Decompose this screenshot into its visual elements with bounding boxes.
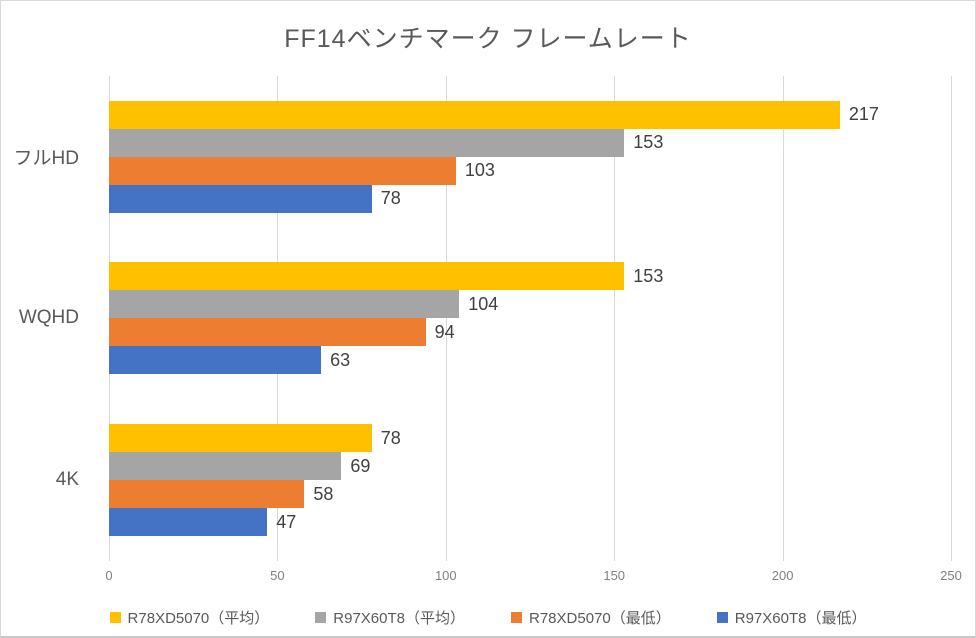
category-cell: フルHD xyxy=(1,76,97,238)
legend-label: R78XD5070（最低） xyxy=(529,610,671,627)
legend-label: R97X60T8（最低） xyxy=(734,610,867,627)
gridline xyxy=(445,76,447,561)
bar-value-label: 217 xyxy=(848,104,879,125)
bar-row: 69 xyxy=(109,452,951,481)
bar-row: 153 xyxy=(109,262,951,291)
bar-value-label: 78 xyxy=(380,427,401,448)
legend-swatch-icon xyxy=(315,612,327,623)
bar xyxy=(109,346,322,375)
bar-value-label: 58 xyxy=(313,483,334,504)
legend-swatch-icon xyxy=(511,612,522,623)
bar-value-label: 63 xyxy=(330,349,351,370)
bar xyxy=(109,100,840,129)
bar-row: 58 xyxy=(109,480,951,509)
bar-group: 153 104 94 63 xyxy=(109,238,951,400)
legend-swatch-icon xyxy=(109,612,121,623)
bar-value-label: 153 xyxy=(633,265,664,286)
bar xyxy=(109,156,456,185)
bar xyxy=(109,262,625,291)
category-label: フルHD xyxy=(13,148,79,170)
category-cell: WQHD xyxy=(1,238,97,400)
legend-item: R78XD5070（平均） xyxy=(109,607,270,628)
plot-area: 217 153 103 78 153 104 94 63 78 69 58 47 xyxy=(109,76,952,561)
bar xyxy=(109,424,372,453)
bar-value-label: 69 xyxy=(350,455,371,476)
x-tick-label: 200 xyxy=(771,568,794,583)
x-tick-label: 250 xyxy=(940,568,962,583)
bar xyxy=(109,184,372,213)
bar-value-label: 47 xyxy=(276,511,297,532)
legend-item: R78XD5070（最低） xyxy=(511,607,671,628)
bar xyxy=(109,508,268,537)
bar-value-label: 94 xyxy=(434,321,455,342)
bar xyxy=(109,128,625,157)
x-tick-label: 100 xyxy=(434,568,457,583)
bar-group: 217 153 103 78 xyxy=(109,76,951,238)
legend-item: R97X60T8（平均） xyxy=(315,607,465,628)
bar xyxy=(109,290,460,319)
category-label: 4K xyxy=(55,469,79,491)
gridline xyxy=(782,76,784,561)
bar-row: 47 xyxy=(109,508,951,537)
bar xyxy=(109,480,305,509)
bar-row: 94 xyxy=(109,318,951,347)
bar-row: 63 xyxy=(109,346,951,375)
bar xyxy=(109,452,342,481)
bar-group: 78 69 58 47 xyxy=(109,399,951,561)
legend-label: R78XD5070（平均） xyxy=(127,610,270,627)
category-label: WQHD xyxy=(18,307,79,329)
category-axis: フルHD WQHD 4K xyxy=(1,76,97,561)
bar-row: 153 xyxy=(109,128,951,157)
x-tick-label: 50 xyxy=(270,568,285,583)
gridline xyxy=(614,76,616,561)
bar-row: 217 xyxy=(109,100,951,129)
category-cell: 4K xyxy=(1,399,97,561)
legend-label: R97X60T8（平均） xyxy=(333,610,465,627)
x-tick-label: 150 xyxy=(603,568,626,583)
legend-swatch-icon xyxy=(716,612,728,623)
bar-value-label: 153 xyxy=(633,132,664,153)
bar-value-label: 103 xyxy=(464,160,495,181)
gridline xyxy=(951,76,952,561)
legend: R78XD5070（平均） R97X60T8（平均） R78XD5070（最低） R9… xyxy=(1,607,975,628)
bar-value-label: 78 xyxy=(380,188,401,209)
x-tick-label: 0 xyxy=(105,568,113,583)
bar xyxy=(109,318,426,347)
bar-row: 78 xyxy=(109,184,951,213)
bar-value-label: 104 xyxy=(468,293,499,314)
bar-row: 103 xyxy=(109,156,951,185)
x-axis: 0 50 100 150 200 250 xyxy=(105,568,961,588)
bar-row: 104 xyxy=(109,290,951,319)
bar-row: 78 xyxy=(109,424,951,453)
chart-title: FF14ベンチマーク フレームレート xyxy=(284,25,692,53)
legend-item: R97X60T8（最低） xyxy=(716,607,867,628)
